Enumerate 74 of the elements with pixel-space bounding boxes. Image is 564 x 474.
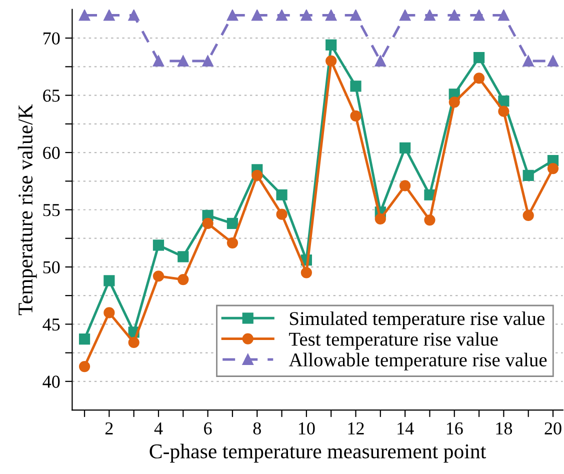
point — [252, 170, 263, 181]
x-tick-label: 14 — [398, 422, 414, 434]
point — [276, 208, 288, 220]
point — [350, 10, 362, 21]
point — [522, 170, 534, 181]
point — [350, 80, 362, 92]
point — [152, 240, 164, 251]
point — [152, 270, 164, 282]
x-tick-label: 16 — [446, 422, 463, 435]
point — [178, 55, 189, 67]
point — [473, 52, 485, 64]
point — [202, 218, 214, 230]
point — [326, 55, 337, 67]
point — [78, 334, 90, 345]
point — [498, 95, 510, 107]
point — [350, 110, 362, 122]
point — [326, 39, 337, 51]
point — [226, 10, 238, 21]
legend-label: Simulated temperature rise value — [290, 311, 544, 330]
point — [522, 55, 534, 67]
point — [547, 162, 559, 174]
point — [522, 210, 534, 222]
point — [152, 55, 164, 67]
point — [128, 336, 140, 348]
point — [276, 189, 288, 200]
point — [178, 274, 189, 286]
point — [300, 267, 312, 278]
x-tick-label: 2 — [105, 422, 113, 434]
y-tick-label: 65 — [43, 90, 60, 102]
y-tick-label: 60 — [43, 146, 60, 159]
point — [104, 275, 115, 286]
point — [104, 307, 115, 318]
point — [276, 10, 288, 21]
x-tick-label: 4 — [154, 422, 163, 434]
point — [104, 10, 115, 21]
point — [498, 106, 510, 117]
y-tick-label: 45 — [42, 318, 60, 331]
x-axis-title: C-phase temperature measurement point — [150, 444, 486, 463]
point — [473, 72, 485, 84]
x-tick-label: 8 — [253, 422, 261, 435]
point — [252, 10, 263, 21]
x-tick-label: 10 — [298, 422, 315, 435]
point — [424, 214, 436, 226]
point — [400, 10, 411, 21]
y-tick-label: 50 — [43, 261, 60, 274]
y-tick-label: 40 — [42, 376, 60, 388]
point — [498, 10, 510, 21]
point — [300, 10, 312, 21]
point — [448, 96, 460, 108]
point — [226, 218, 238, 230]
y-axis-title: Temperature rise value/K — [18, 104, 37, 316]
point — [547, 55, 559, 67]
y-tick-label: 70 — [44, 32, 60, 45]
x-tick-label: 18 — [496, 422, 512, 435]
legend-label: Allowable temperature rise value — [288, 352, 547, 370]
point — [178, 251, 189, 262]
point — [374, 213, 386, 224]
point — [78, 360, 90, 372]
legend-label: Test temperature rise value — [289, 332, 498, 350]
point — [473, 10, 485, 21]
x-tick-label: 12 — [348, 422, 364, 434]
x-tick-label: 6 — [204, 422, 212, 435]
point — [400, 180, 411, 192]
y-tick-label: 55 — [43, 204, 60, 216]
point — [78, 10, 90, 21]
point — [226, 237, 238, 248]
point — [128, 10, 140, 21]
point — [400, 142, 411, 154]
point — [202, 55, 214, 67]
x-tick-label: 20 — [544, 422, 562, 435]
point — [448, 10, 460, 21]
point — [326, 10, 337, 21]
point — [374, 55, 386, 67]
point — [424, 10, 436, 21]
